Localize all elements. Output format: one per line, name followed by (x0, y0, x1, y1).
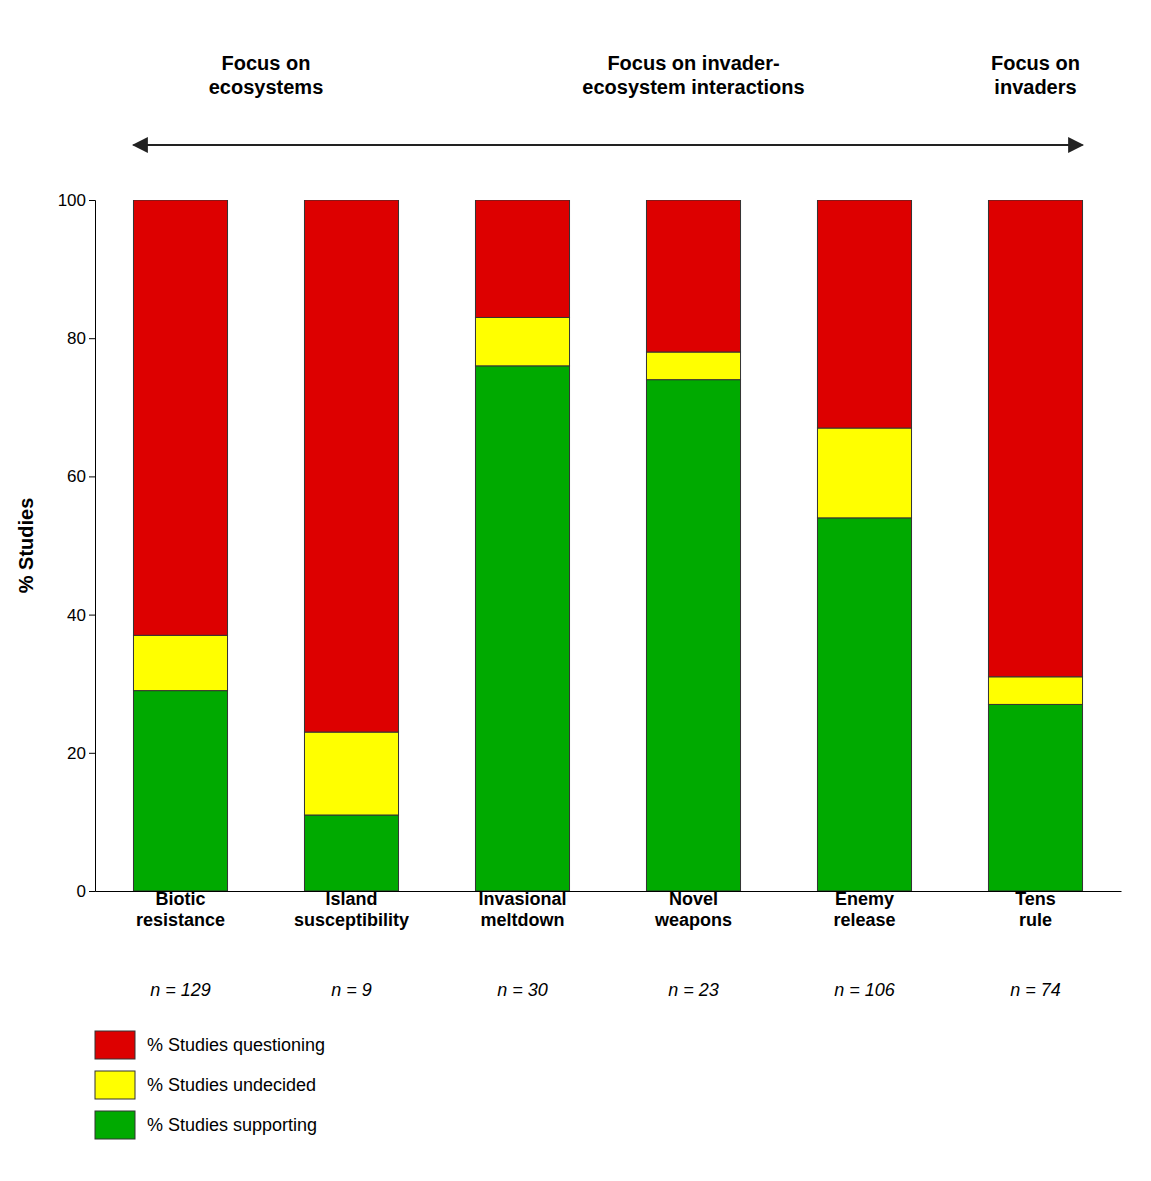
y-axis-line (89, 201, 96, 892)
x-axis-line (96, 891, 1122, 892)
y-tick-mark (89, 200, 95, 201)
category-note: n = 9 (331, 980, 372, 1000)
legend-label: % Studies undecided (147, 1075, 316, 1095)
text-line: susceptibility (294, 910, 409, 930)
bar-segment (817, 428, 911, 518)
legend-swatch (95, 1111, 135, 1139)
bar-segment (475, 366, 569, 891)
category-note: n = 74 (1010, 980, 1061, 1000)
bar-segment (646, 200, 740, 352)
text-line: Novel (669, 889, 718, 909)
text-line: invaders (994, 76, 1076, 98)
bar-segment (475, 200, 569, 317)
x-tick: Novelweapons (654, 889, 732, 930)
y-tick: 60 (67, 467, 95, 486)
x-tick: Bioticresistance (136, 889, 225, 930)
bar-series (133, 317, 1082, 815)
x-tick: Enemyrelease (833, 889, 895, 930)
y-tick-mark (89, 338, 95, 339)
y-tick-label: 40 (67, 606, 86, 625)
text-line: meltdown (481, 910, 565, 930)
y-tick-mark (89, 615, 95, 616)
text-line: resistance (136, 910, 225, 930)
x-axis: Bioticresistance Islandsusceptibility Inva… (96, 889, 1122, 930)
y-tick-label: 0 (77, 882, 86, 901)
bar-segment (646, 380, 740, 891)
bar-series (133, 366, 1082, 891)
y-tick-label: 80 (67, 329, 86, 348)
y-tick-label: 100 (58, 191, 86, 210)
header-label: Focus oninvaders (991, 52, 1080, 98)
legend-label: % Studies questioning (147, 1035, 325, 1055)
x-tick-label: Bioticresistance (136, 889, 225, 930)
chart: 0 20 40 60 80 100 % Studies Bioticresistance Isl… (0, 0, 1151, 1181)
x-tick: Invasionalmeltdown (478, 889, 566, 930)
text-line: Focus on invader- (607, 52, 779, 74)
bar-segment (646, 352, 740, 380)
category-note: n = 106 (834, 980, 896, 1000)
text-line: rule (1019, 910, 1052, 930)
x-tick-label: Islandsusceptibility (294, 889, 409, 930)
bar-segment (988, 200, 1082, 677)
y-tick: 40 (67, 606, 95, 625)
y-tick-mark (89, 753, 95, 754)
x-tick-label: Novelweapons (654, 889, 732, 930)
plot: 0 20 40 60 80 100 % Studies Bioticresistance Isl… (15, 52, 1122, 1139)
bar-segment (817, 200, 911, 428)
legend-item: % Studies supporting (95, 1111, 317, 1139)
legend-item: % Studies questioning (95, 1031, 325, 1059)
y-axis-title: % Studies (15, 498, 37, 594)
x-tick: Tensrule (1015, 889, 1056, 930)
bar-segment (133, 635, 227, 690)
header-label: Focus on invader-ecosystem interactions (582, 52, 804, 98)
y-tick: 20 (67, 744, 95, 763)
text-line: Invasional (478, 889, 566, 909)
y-tick: 100 (58, 191, 95, 210)
bar-segment (304, 815, 398, 891)
legend-item: % Studies undecided (95, 1071, 316, 1099)
legend-label: % Studies supporting (147, 1115, 317, 1135)
bar-segment (304, 200, 398, 732)
bar-segment (988, 704, 1082, 891)
bar-segment (988, 677, 1082, 705)
x-tick: Islandsusceptibility (294, 889, 409, 930)
text-line: Enemy (835, 889, 894, 909)
y-tick: 0 (77, 882, 95, 901)
bar-segment (475, 317, 569, 365)
text-line: Biotic (155, 889, 205, 909)
text-line: Tens (1015, 889, 1056, 909)
category-note: n = 23 (668, 980, 719, 1000)
legend: % Studies questioning % Studies undecided… (95, 1031, 325, 1139)
bars (133, 200, 1082, 891)
y-tick-mark (89, 476, 95, 477)
y-axis: 0 20 40 60 80 100 (58, 191, 96, 901)
text-line: Island (325, 889, 377, 909)
header-label: Focus onecosystems (209, 52, 324, 98)
bar-segment (817, 518, 911, 891)
bar-segment (133, 200, 227, 635)
x-tick-label: Tensrule (1015, 889, 1056, 930)
category-note: n = 129 (150, 980, 211, 1000)
text-line: release (833, 910, 895, 930)
x-tick-label: Invasionalmeltdown (478, 889, 566, 930)
text-line: Focus on (222, 52, 311, 74)
bar-segment (304, 732, 398, 815)
y-tick-mark (89, 891, 95, 892)
legend-swatch (95, 1071, 135, 1099)
bar-series (133, 200, 1082, 732)
y-tick-label: 60 (67, 467, 86, 486)
text-line: ecosystems (209, 76, 324, 98)
category-notes: n = 129 n = 9 n = 30 n = 23 n = 106 n = 74 (150, 980, 1061, 1000)
text-line: ecosystem interactions (582, 76, 804, 98)
y-tick: 80 (67, 329, 95, 348)
text-line: Focus on (991, 52, 1080, 74)
text-line: weapons (654, 910, 732, 930)
x-tick-label: Enemyrelease (833, 889, 895, 930)
header-arrow (133, 144, 1082, 146)
category-note: n = 30 (497, 980, 548, 1000)
y-tick-label: 20 (67, 744, 86, 763)
legend-swatch (95, 1031, 135, 1059)
headers: Focus onecosystemsFocus on invader-ecosy… (133, 52, 1082, 145)
bar-segment (133, 691, 227, 891)
